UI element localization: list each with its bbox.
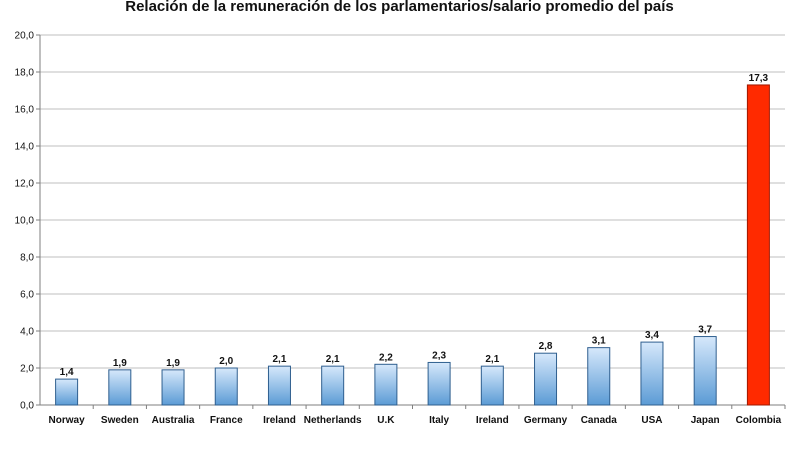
category-label: Netherlands: [304, 415, 362, 426]
y-tick-label: 16,0: [15, 105, 35, 116]
category-label: France: [210, 415, 243, 426]
data-label: 3,1: [592, 336, 606, 347]
data-label: 2,1: [273, 354, 287, 365]
category-label: Italy: [429, 415, 449, 426]
bar-australia: [161, 369, 185, 406]
data-label: 2,0: [219, 356, 233, 367]
category-label: Canada: [581, 415, 618, 426]
chart-title: Relación de la remuneración de los parla…: [125, 0, 674, 15]
y-tick-label: 6,0: [20, 290, 34, 301]
category-label: Norway: [49, 415, 86, 426]
bar-usa: [640, 341, 664, 406]
category-label: Ireland: [476, 415, 509, 426]
y-tick-label: 20,0: [15, 31, 35, 42]
category-label: Japan: [691, 415, 720, 426]
data-label: 2,1: [485, 354, 499, 365]
y-tick-label: 12,0: [15, 179, 35, 190]
category-label: Australia: [152, 415, 195, 426]
category-label: Colombia: [736, 415, 782, 426]
data-label: 2,8: [539, 341, 553, 352]
category-label: U.K: [377, 415, 395, 426]
bar-colombia: [746, 84, 770, 406]
axes: [36, 34, 786, 409]
bars: [55, 84, 770, 406]
data-label: 1,4: [60, 367, 74, 378]
y-tick-label: 18,0: [15, 68, 35, 79]
y-tick-label: 10,0: [15, 216, 35, 227]
bar-norway: [55, 378, 79, 406]
y-tick-label: 0,0: [20, 401, 34, 412]
category-label: Ireland: [263, 415, 296, 426]
bar-canada: [587, 347, 611, 406]
labels: 0,0 2,0 4,0 6,0 8,0 10,0 12,0 14,0 16,0 18,0 20,0 1…: [15, 31, 782, 427]
data-label: 1,9: [166, 358, 180, 369]
bar-u-k: [374, 363, 398, 406]
data-label: 2,2: [379, 352, 393, 363]
bar-sweden: [108, 369, 132, 406]
y-tick-label: 2,0: [20, 364, 34, 375]
y-tick-label: 8,0: [20, 253, 34, 264]
bar-germany: [534, 352, 558, 406]
data-label: 3,4: [645, 330, 659, 341]
category-label: Sweden: [101, 415, 139, 426]
bar-italy: [427, 361, 451, 406]
grid-lines: [40, 34, 785, 369]
data-label: 2,1: [326, 354, 340, 365]
bar-ireland: [480, 365, 504, 406]
y-tick-label: 14,0: [15, 142, 35, 153]
bar-ireland: [267, 365, 291, 406]
y-tick-label: 4,0: [20, 327, 34, 338]
category-label: USA: [641, 415, 662, 426]
bar-japan: [693, 336, 717, 406]
data-label: 3,7: [698, 325, 712, 336]
bar-netherlands: [321, 365, 345, 406]
data-label: 17,3: [749, 73, 769, 84]
category-label: Germany: [524, 415, 568, 426]
data-label: 2,3: [432, 350, 446, 361]
bar-france: [214, 367, 238, 406]
data-label: 1,9: [113, 358, 127, 369]
